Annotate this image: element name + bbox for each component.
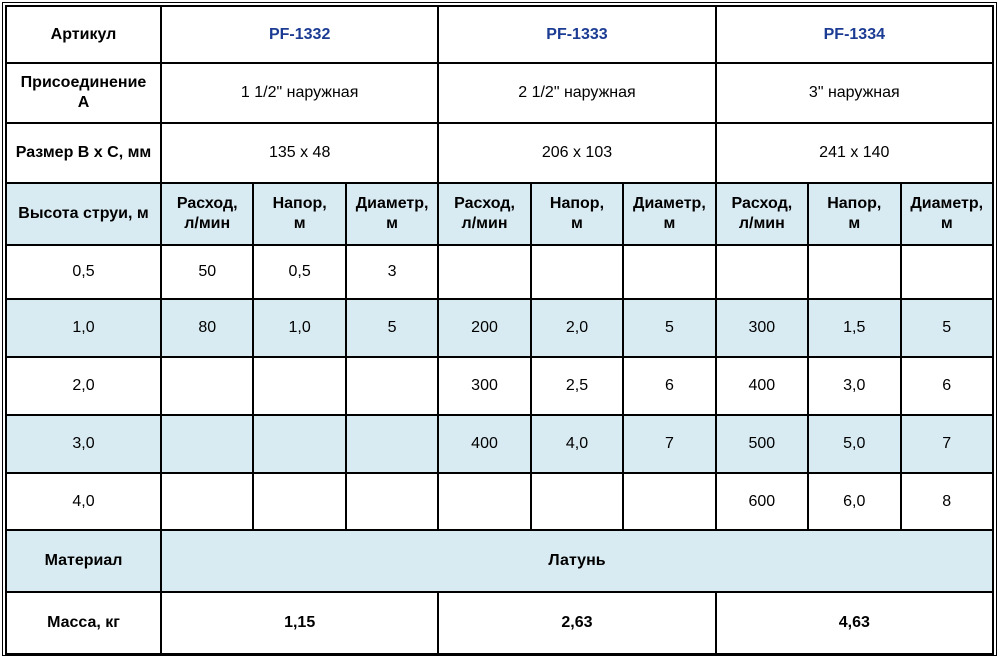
value-cell: 400 — [714, 356, 810, 416]
value-cell — [252, 356, 347, 416]
value-cell: 8 — [899, 472, 994, 531]
value-cell — [529, 244, 625, 300]
value-cell — [714, 244, 810, 300]
value-cell: 7 — [622, 414, 717, 474]
article-value-pf1334: PF-1334 — [714, 5, 995, 64]
size-value: 135 x 48 — [159, 122, 440, 184]
jet-height-cell: 4,0 — [5, 472, 162, 531]
data-row: 3,0 400 4,0 7 500 5,0 7 — [5, 414, 994, 474]
mass-label: Масса, кг — [5, 591, 162, 655]
connection-row: Присоединение A 1 1/2" наружная 2 1/2" н… — [5, 62, 995, 124]
value-cell — [437, 244, 532, 300]
connection-value: 2 1/2" наружная — [437, 62, 717, 124]
head-header: Напор, м — [807, 182, 902, 246]
jet-height-header: Высота струи, м — [5, 182, 162, 246]
jet-height-cell: 2,0 — [5, 356, 162, 416]
value-cell: 300 — [437, 356, 532, 416]
value-cell: 3,0 — [807, 356, 902, 416]
value-cell — [159, 472, 255, 531]
value-cell: 500 — [714, 414, 810, 474]
value-cell: 4,0 — [529, 414, 625, 474]
jet-height-cell: 3,0 — [5, 414, 162, 474]
mass-value-pf1334: 4,63 — [714, 591, 995, 655]
size-value: 241 x 140 — [714, 122, 995, 184]
jet-height-cell: 1,0 — [5, 298, 162, 358]
data-row: 2,0 300 2,5 6 400 3,0 6 — [5, 356, 994, 416]
data-row: 0,5 50 0,5 3 — [5, 244, 994, 300]
diameter-header: Диаметр, м — [344, 182, 440, 246]
article-value-pf1332: PF-1332 — [159, 5, 440, 64]
material-value: Латунь — [160, 529, 994, 593]
connection-value: 3" наружная — [714, 62, 995, 124]
head-header: Напор, м — [529, 182, 625, 246]
value-cell: 400 — [437, 414, 532, 474]
value-cell: 6 — [622, 356, 717, 416]
value-cell: 7 — [899, 414, 994, 474]
value-cell: 5 — [899, 298, 994, 358]
value-cell: 2,5 — [529, 356, 625, 416]
value-cell — [899, 244, 994, 300]
diameter-header: Диаметр, м — [622, 182, 717, 246]
value-cell: 5 — [344, 298, 440, 358]
article-value-pf1333: PF-1333 — [437, 5, 717, 64]
value-cell — [344, 472, 440, 531]
flow-header: Расход, л/мин — [159, 182, 255, 246]
diameter-header: Диаметр, м — [899, 182, 994, 246]
value-cell — [252, 472, 347, 531]
value-cell: 3 — [344, 244, 440, 300]
value-cell — [159, 414, 255, 474]
value-cell — [807, 244, 902, 300]
data-row: 4,0 600 6,0 8 — [5, 472, 994, 531]
mass-row: Масса, кг 1,15 2,63 4,63 — [5, 591, 995, 655]
value-cell — [622, 472, 717, 531]
value-cell: 2,0 — [529, 298, 625, 358]
size-label: Размер B x C, мм — [5, 122, 162, 184]
value-cell: 0,5 — [252, 244, 347, 300]
value-cell — [622, 244, 717, 300]
material-row: Материал Латунь — [5, 529, 994, 593]
value-cell: 5,0 — [807, 414, 902, 474]
mass-value-pf1333: 2,63 — [437, 591, 717, 655]
flow-header: Расход, л/мин — [437, 182, 532, 246]
article-label: Артикул — [5, 5, 162, 64]
article-row: Артикул PF-1332 PF-1333 PF-1334 — [5, 5, 995, 64]
value-cell — [159, 356, 255, 416]
value-cell — [344, 414, 440, 474]
value-cell: 1,5 — [807, 298, 902, 358]
value-cell: 80 — [159, 298, 255, 358]
connection-value: 1 1/2" наружная — [159, 62, 440, 124]
mass-value-pf1332: 1,15 — [159, 591, 440, 655]
value-cell: 6,0 — [807, 472, 902, 531]
value-cell — [437, 472, 532, 531]
material-label: Материал — [5, 529, 162, 593]
connection-label: Присоединение A — [5, 62, 162, 124]
size-row: Размер B x C, мм 135 x 48 206 x 103 241 … — [5, 122, 995, 184]
value-cell: 300 — [714, 298, 810, 358]
value-cell — [529, 472, 625, 531]
value-cell: 5 — [622, 298, 717, 358]
jet-height-cell: 0,5 — [5, 244, 162, 300]
spec-table: Артикул PF-1332 PF-1333 PF-1334 Присоеди… — [5, 5, 995, 655]
data-row: 1,0 80 1,0 5 200 2,0 5 300 1,5 5 — [5, 298, 994, 358]
head-header: Напор, м — [252, 182, 347, 246]
value-cell: 200 — [437, 298, 532, 358]
value-cell — [252, 414, 347, 474]
value-cell: 6 — [899, 356, 994, 416]
value-cell: 1,0 — [252, 298, 347, 358]
value-cell: 600 — [714, 472, 810, 531]
size-value: 206 x 103 — [437, 122, 717, 184]
flow-header: Расход, л/мин — [714, 182, 810, 246]
value-cell — [344, 356, 440, 416]
subheader-row: Высота струи, м Расход, л/мин Напор, м Д… — [5, 182, 994, 246]
value-cell: 50 — [159, 244, 255, 300]
